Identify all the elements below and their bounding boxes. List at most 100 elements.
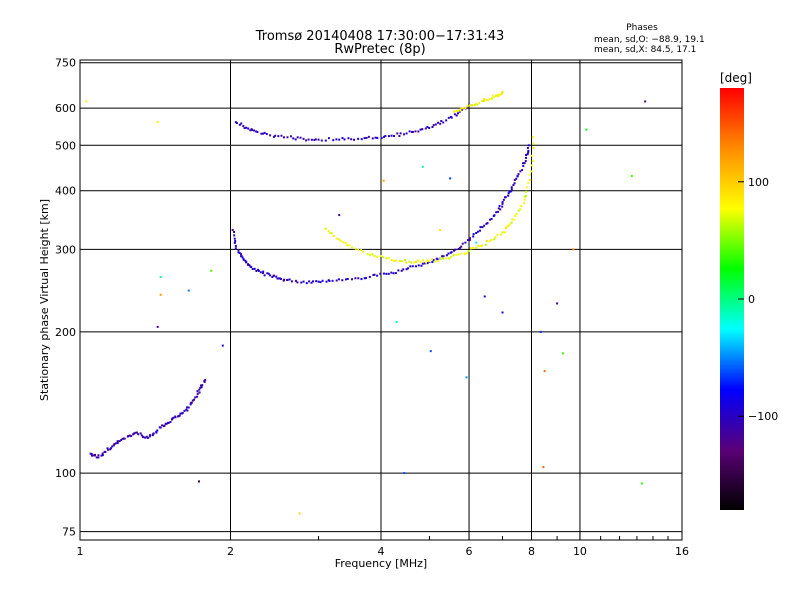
data-point: [364, 277, 367, 280]
data-point: [439, 257, 442, 260]
data-point: [458, 110, 461, 113]
data-point: [523, 198, 526, 201]
data-point: [472, 235, 475, 238]
data-point: [404, 258, 407, 261]
data-point: [307, 138, 310, 141]
data-point: [497, 95, 500, 98]
data-point: [526, 147, 529, 150]
data-point: [97, 456, 100, 459]
data-point: [459, 246, 462, 249]
data-point: [496, 233, 499, 236]
data-point: [504, 227, 507, 230]
data-point: [513, 182, 516, 185]
data-point: [414, 130, 417, 133]
data-point: [113, 443, 116, 446]
data-point: [517, 173, 520, 176]
data-point: [242, 258, 245, 261]
data-point: [347, 137, 350, 140]
data-point: [156, 325, 159, 328]
data-point: [278, 277, 281, 280]
data-point: [265, 133, 268, 136]
data-point: [191, 399, 194, 402]
data-point: [511, 218, 514, 221]
data-point: [497, 93, 500, 96]
data-point: [398, 135, 401, 138]
data-point: [393, 259, 396, 262]
phase-stats-x: mean, sd,X: 84.5, 17.1: [594, 45, 696, 55]
data-point: [461, 242, 464, 245]
data-point: [338, 214, 341, 217]
data-point: [400, 260, 403, 263]
data-point: [255, 130, 258, 133]
data-point: [290, 135, 293, 138]
data-point: [133, 432, 136, 435]
data-point: [417, 264, 420, 267]
data-point: [419, 261, 422, 264]
data-point: [238, 252, 241, 255]
data-point: [513, 218, 516, 221]
data-point: [286, 136, 289, 139]
data-point: [479, 226, 482, 229]
data-point: [501, 202, 504, 205]
data-point: [405, 268, 408, 271]
data-point: [373, 273, 376, 276]
data-point: [539, 330, 542, 333]
data-point: [585, 128, 588, 131]
data-point: [312, 280, 315, 283]
data-point: [450, 116, 453, 119]
data-point: [485, 222, 488, 225]
data-point: [198, 388, 201, 391]
data-point: [493, 238, 496, 241]
data-point: [415, 260, 418, 263]
data-point: [519, 170, 522, 173]
data-point: [416, 259, 419, 262]
data-point: [457, 109, 460, 112]
data-point: [489, 97, 492, 100]
data-point: [327, 229, 330, 232]
data-point: [201, 384, 204, 387]
data-point: [320, 139, 323, 142]
data-point: [116, 441, 119, 444]
data-point: [508, 223, 511, 226]
data-point: [484, 243, 487, 246]
data-point: [118, 440, 121, 443]
data-point: [478, 229, 481, 232]
data-point: [457, 247, 460, 250]
data-point: [149, 434, 152, 437]
data-point: [144, 436, 147, 439]
data-point: [283, 136, 286, 139]
data-point: [101, 452, 104, 455]
data-point: [644, 100, 647, 103]
data-point: [233, 234, 236, 237]
data-point: [445, 119, 448, 122]
data-point: [522, 162, 525, 165]
data-point: [475, 241, 478, 244]
data-point: [324, 227, 327, 230]
data-point: [421, 262, 424, 265]
data-point: [190, 401, 193, 404]
data-point: [382, 256, 385, 259]
data-point: [90, 454, 93, 457]
data-point: [335, 279, 338, 282]
data-point: [507, 194, 510, 197]
data-point: [431, 258, 434, 261]
data-point: [500, 92, 503, 95]
data-point: [196, 390, 199, 393]
data-point: [476, 244, 479, 247]
data-point: [263, 274, 266, 277]
data-point: [480, 244, 483, 247]
data-point: [485, 98, 488, 101]
data-point: [519, 208, 522, 211]
data-point: [148, 435, 151, 438]
data-point: [330, 232, 333, 235]
data-point: [360, 138, 363, 141]
data-point: [376, 136, 379, 139]
data-point: [460, 252, 463, 255]
data-point: [187, 406, 190, 409]
data-point: [405, 132, 408, 135]
data-point: [310, 281, 313, 284]
data-point: [523, 195, 526, 198]
data-point: [501, 231, 504, 234]
data-point: [360, 278, 363, 281]
data-point: [491, 97, 494, 100]
